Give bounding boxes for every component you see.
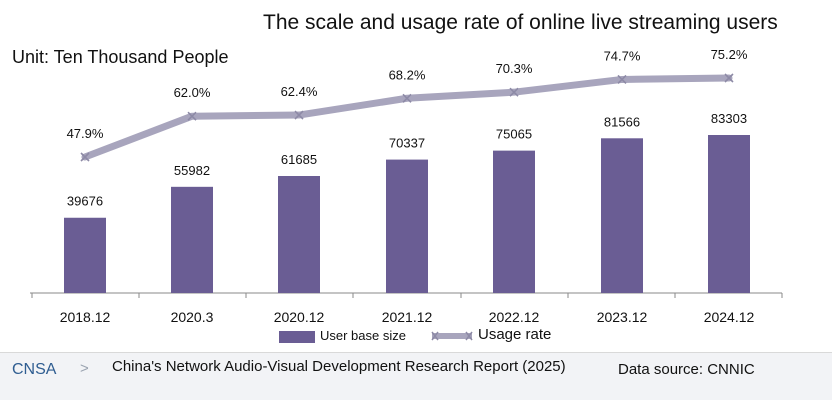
usage-rate-label: 75.2% — [711, 47, 748, 62]
usage-rate-label: 70.3% — [496, 61, 533, 76]
footer-bar — [0, 353, 832, 400]
x-tick-label: 2023.12 — [597, 309, 648, 325]
usage-rate-marker — [187, 111, 197, 121]
bar-value-label: 61685 — [281, 152, 317, 167]
legend-bar-swatch — [279, 331, 315, 343]
usage-rate-marker — [294, 110, 304, 120]
usage-rate-marker — [617, 74, 627, 85]
legend-line-label: Usage rate — [478, 326, 552, 343]
bar-2018.12 — [64, 217, 106, 293]
footer-divider — [0, 352, 832, 353]
chart-svg: 39676 2018.12 55982 2020.3 61685 2020.12 70337… — [30, 47, 783, 325]
usage-rate-marker — [724, 73, 734, 83]
x-tick-label: 2022.12 — [489, 309, 540, 325]
x-tick-label: 2018.12 — [60, 309, 111, 325]
x-tick-label: 2020.12 — [274, 309, 325, 325]
x-tick-label: 2021.12 — [382, 309, 433, 325]
chevron-right-icon: > — [80, 360, 89, 377]
bar-2023.12 — [601, 138, 643, 293]
legend-bar-label: User base size — [320, 328, 406, 343]
bar-value-label: 39676 — [67, 194, 103, 209]
report-title: China's Network Audio-Visual Development… — [112, 358, 566, 375]
usage-rate-marker — [402, 93, 412, 103]
bar-2021.12 — [386, 159, 428, 293]
data-source: Data source: CNNIC — [618, 361, 755, 378]
usage-rate-marker — [509, 87, 519, 97]
bar-2020.12 — [278, 176, 320, 293]
usage-rate-label: 74.7% — [604, 48, 641, 63]
bar-value-label: 55982 — [174, 163, 210, 178]
x-tick-label: 2024.12 — [704, 309, 755, 325]
usage-rate-label: 62.4% — [281, 84, 318, 99]
bar-value-label: 75065 — [496, 127, 532, 142]
chart-title: The scale and usage rate of online live … — [263, 11, 778, 34]
usage-rate-label: 68.2% — [389, 67, 426, 82]
usage-rate-marker — [80, 152, 90, 162]
bar-value-label: 81566 — [604, 114, 640, 129]
usage-rate-label: 47.9% — [67, 126, 104, 141]
bar-value-label: 70337 — [389, 136, 425, 151]
legend-line-swatch — [431, 331, 473, 341]
brand-label[interactable]: CNSA — [12, 361, 57, 378]
usage-rate-label: 62.0% — [174, 85, 211, 100]
unit-label: Unit: Ten Thousand People — [12, 47, 229, 67]
bar-2022.12 — [493, 150, 535, 293]
bar-2024.12 — [708, 135, 750, 293]
x-tick-label: 2020.3 — [171, 309, 214, 325]
bar-2020.3 — [171, 186, 213, 293]
bar-value-label: 83303 — [711, 111, 747, 126]
